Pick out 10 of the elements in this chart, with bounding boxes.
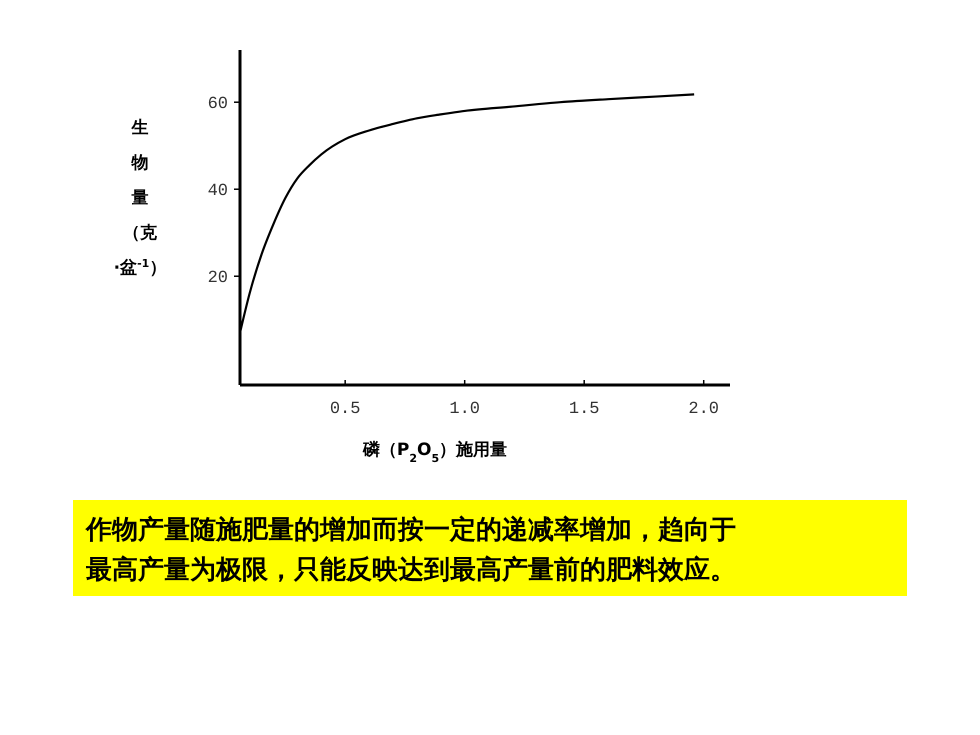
y-tick-label: 40: [208, 182, 228, 202]
x-tick-label: 2.0: [688, 400, 720, 419]
y-tick-label: 60: [208, 95, 228, 114]
x-tick-label: 1.5: [568, 400, 600, 419]
x-tick-label: 0.5: [330, 400, 360, 419]
text: 生物量（克·盆$^{-1}$）: [114, 118, 166, 278]
x-axis-title: 磷（P$_{2}$O$_{5}$）施用量: [362, 440, 508, 464]
x-tick-label: 1.0: [449, 400, 480, 419]
y-tick-label: 20: [208, 269, 228, 288]
text: 作物产量随施肥量的增加而按一定的递减率增加，趋向于最高产量为极限，只能反映达到最高产量前的肥料效应。: [85, 515, 736, 585]
